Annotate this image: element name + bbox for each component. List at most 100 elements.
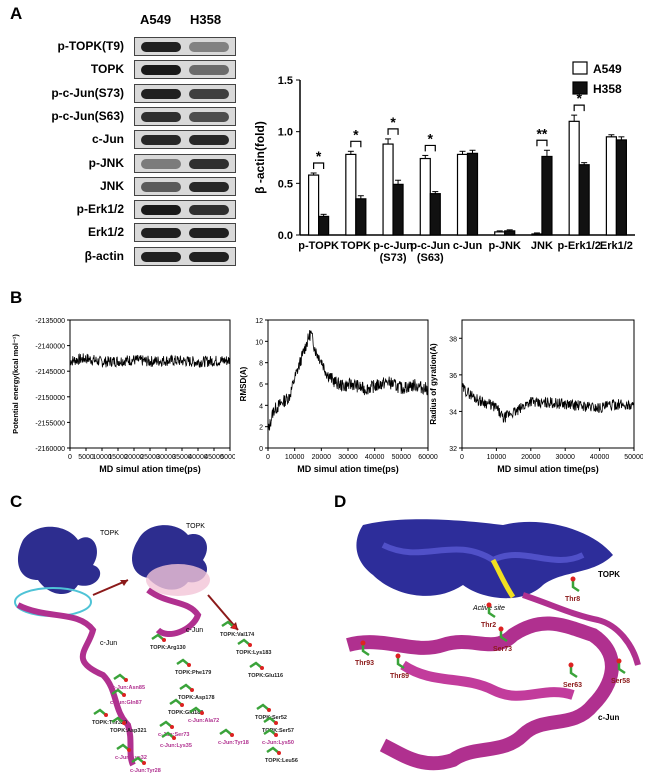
blot-band xyxy=(141,135,181,146)
x-tick-label: 40000 xyxy=(188,454,208,461)
blot-band xyxy=(189,158,229,169)
x-tick-label: 0 xyxy=(266,454,270,461)
residue-atom xyxy=(360,640,366,646)
bar xyxy=(504,230,516,236)
x-tick-label: 0 xyxy=(68,454,72,461)
x-tick-label: 40000 xyxy=(590,454,610,461)
x-tick-label: 20000 xyxy=(521,454,541,461)
y-tick-label: -2135000 xyxy=(35,318,65,325)
y-tick-label: 10 xyxy=(255,339,263,346)
residue-atom xyxy=(616,658,622,664)
structure-d-label: TOPK xyxy=(598,570,620,579)
data-line xyxy=(267,330,429,431)
bar xyxy=(568,120,580,236)
residue-stick xyxy=(487,605,496,619)
blot-band xyxy=(189,205,229,216)
category-label: TOPK xyxy=(341,240,371,252)
topk-ribbon-1 xyxy=(18,526,101,595)
x-tick-label: 35000 xyxy=(172,454,192,461)
residue-stick xyxy=(263,728,277,736)
residue-atom xyxy=(127,748,131,752)
residue-detail: TOPK:Arg130 TOPK:Val174 TOPK:Lys183 TOPK:Ph… xyxy=(92,620,298,774)
residue-label: TOPK:Asp178 xyxy=(178,695,215,701)
residue-stick xyxy=(499,629,508,643)
significance-mark: ** xyxy=(536,125,547,141)
y-tick-label: -2145000 xyxy=(35,369,65,376)
x-tick-label: 30000 xyxy=(555,454,575,461)
residue-label: c-Jun:Lys50 xyxy=(262,740,294,746)
blot-band xyxy=(189,42,229,52)
panel-label-d: D xyxy=(334,492,347,511)
blot-band xyxy=(141,88,181,99)
residue-stick xyxy=(219,728,233,736)
structure-d-label: Thr8 xyxy=(565,596,580,603)
category-label: p-JNK xyxy=(489,240,521,252)
cjun-label-c2: c-Jun xyxy=(186,627,203,634)
x-axis-label: MD simul ation time(ps) xyxy=(297,464,399,474)
y-tick-label: 36 xyxy=(449,373,457,380)
residue-atom xyxy=(274,721,278,725)
x-tick-label: 40000 xyxy=(365,454,385,461)
y-tick-label: 0.0 xyxy=(278,230,293,242)
blot-band xyxy=(189,228,229,239)
residue-stick xyxy=(569,665,578,679)
y-tick-label: -2155000 xyxy=(35,420,65,427)
residue-stick xyxy=(266,746,280,754)
x-tick-label: 50000 xyxy=(624,454,643,461)
residue-label: c-Jun:Tyr18 xyxy=(218,740,249,746)
residue-stick xyxy=(131,756,145,764)
blot-row-label: p-c-Jun(S73) xyxy=(51,85,124,100)
significance-mark: * xyxy=(390,114,396,130)
blot-row-label: JNK xyxy=(99,178,124,193)
y-axis-label: Potential energy(kcal mol⁻¹) xyxy=(11,334,20,434)
blot-strip xyxy=(134,60,236,80)
residue-label: TOPK:Lys183 xyxy=(236,650,271,656)
legend-label: A549 xyxy=(593,62,622,76)
significance-bracket xyxy=(387,128,399,135)
residue-atom xyxy=(570,576,576,582)
data-line xyxy=(461,383,635,423)
residue-atom xyxy=(142,761,146,765)
cjun-ribbon-d xyxy=(346,616,619,771)
structure-d-label: Thr89 xyxy=(390,673,409,680)
rmsd-chart: 0 2 4 6 8 10 12 0 10000 20000 30000 40000 50000 60000… xyxy=(239,318,438,474)
blot-band xyxy=(189,65,229,76)
blot-band xyxy=(141,228,181,239)
blot-strip xyxy=(134,153,236,173)
residue-stick xyxy=(221,620,235,628)
legend-swatch xyxy=(572,61,588,75)
category-label: (S63) xyxy=(417,252,444,264)
significance-bracket xyxy=(536,139,548,147)
legend-label: H358 xyxy=(593,82,622,96)
blot-strip xyxy=(134,106,236,126)
structure-c-illustration: TOPK c-Jun TOPK c-Jun TOPK:Arg130 TOPK:Va… xyxy=(14,523,298,774)
residue-atom xyxy=(170,725,174,729)
category-label: p-Erk1/2 xyxy=(557,240,600,252)
y-tick-label: -2150000 xyxy=(35,395,65,402)
blot-strip xyxy=(134,223,236,243)
y-tick-label: 8 xyxy=(259,361,263,368)
panel-label-a: A xyxy=(10,4,23,23)
x-tick-label: 60000 xyxy=(418,454,438,461)
structure-d-label: Ser58 xyxy=(611,678,630,685)
blot-band xyxy=(141,205,181,216)
residue-stick xyxy=(396,656,405,670)
x-tick-label: 5000 xyxy=(78,454,94,461)
significance-mark: * xyxy=(353,126,359,142)
residue-atom xyxy=(200,711,204,715)
x-tick-label: 10000 xyxy=(92,454,112,461)
bar xyxy=(615,139,627,236)
residue-atom xyxy=(172,736,176,740)
residue-label: c-Jun:Ala72 xyxy=(188,718,219,724)
blot-row-label: p-c-Jun(S63) xyxy=(51,108,124,123)
residue-label: TOPK:Thr320 xyxy=(92,720,127,726)
significance-bracket xyxy=(424,144,436,152)
y-axis-label: RMSD(A) xyxy=(239,366,248,401)
residue-atom xyxy=(248,643,252,647)
blot-strip xyxy=(134,130,236,150)
plot-frame xyxy=(461,319,635,449)
y-tick-label: 6 xyxy=(259,382,263,389)
residue-stick xyxy=(571,579,580,593)
